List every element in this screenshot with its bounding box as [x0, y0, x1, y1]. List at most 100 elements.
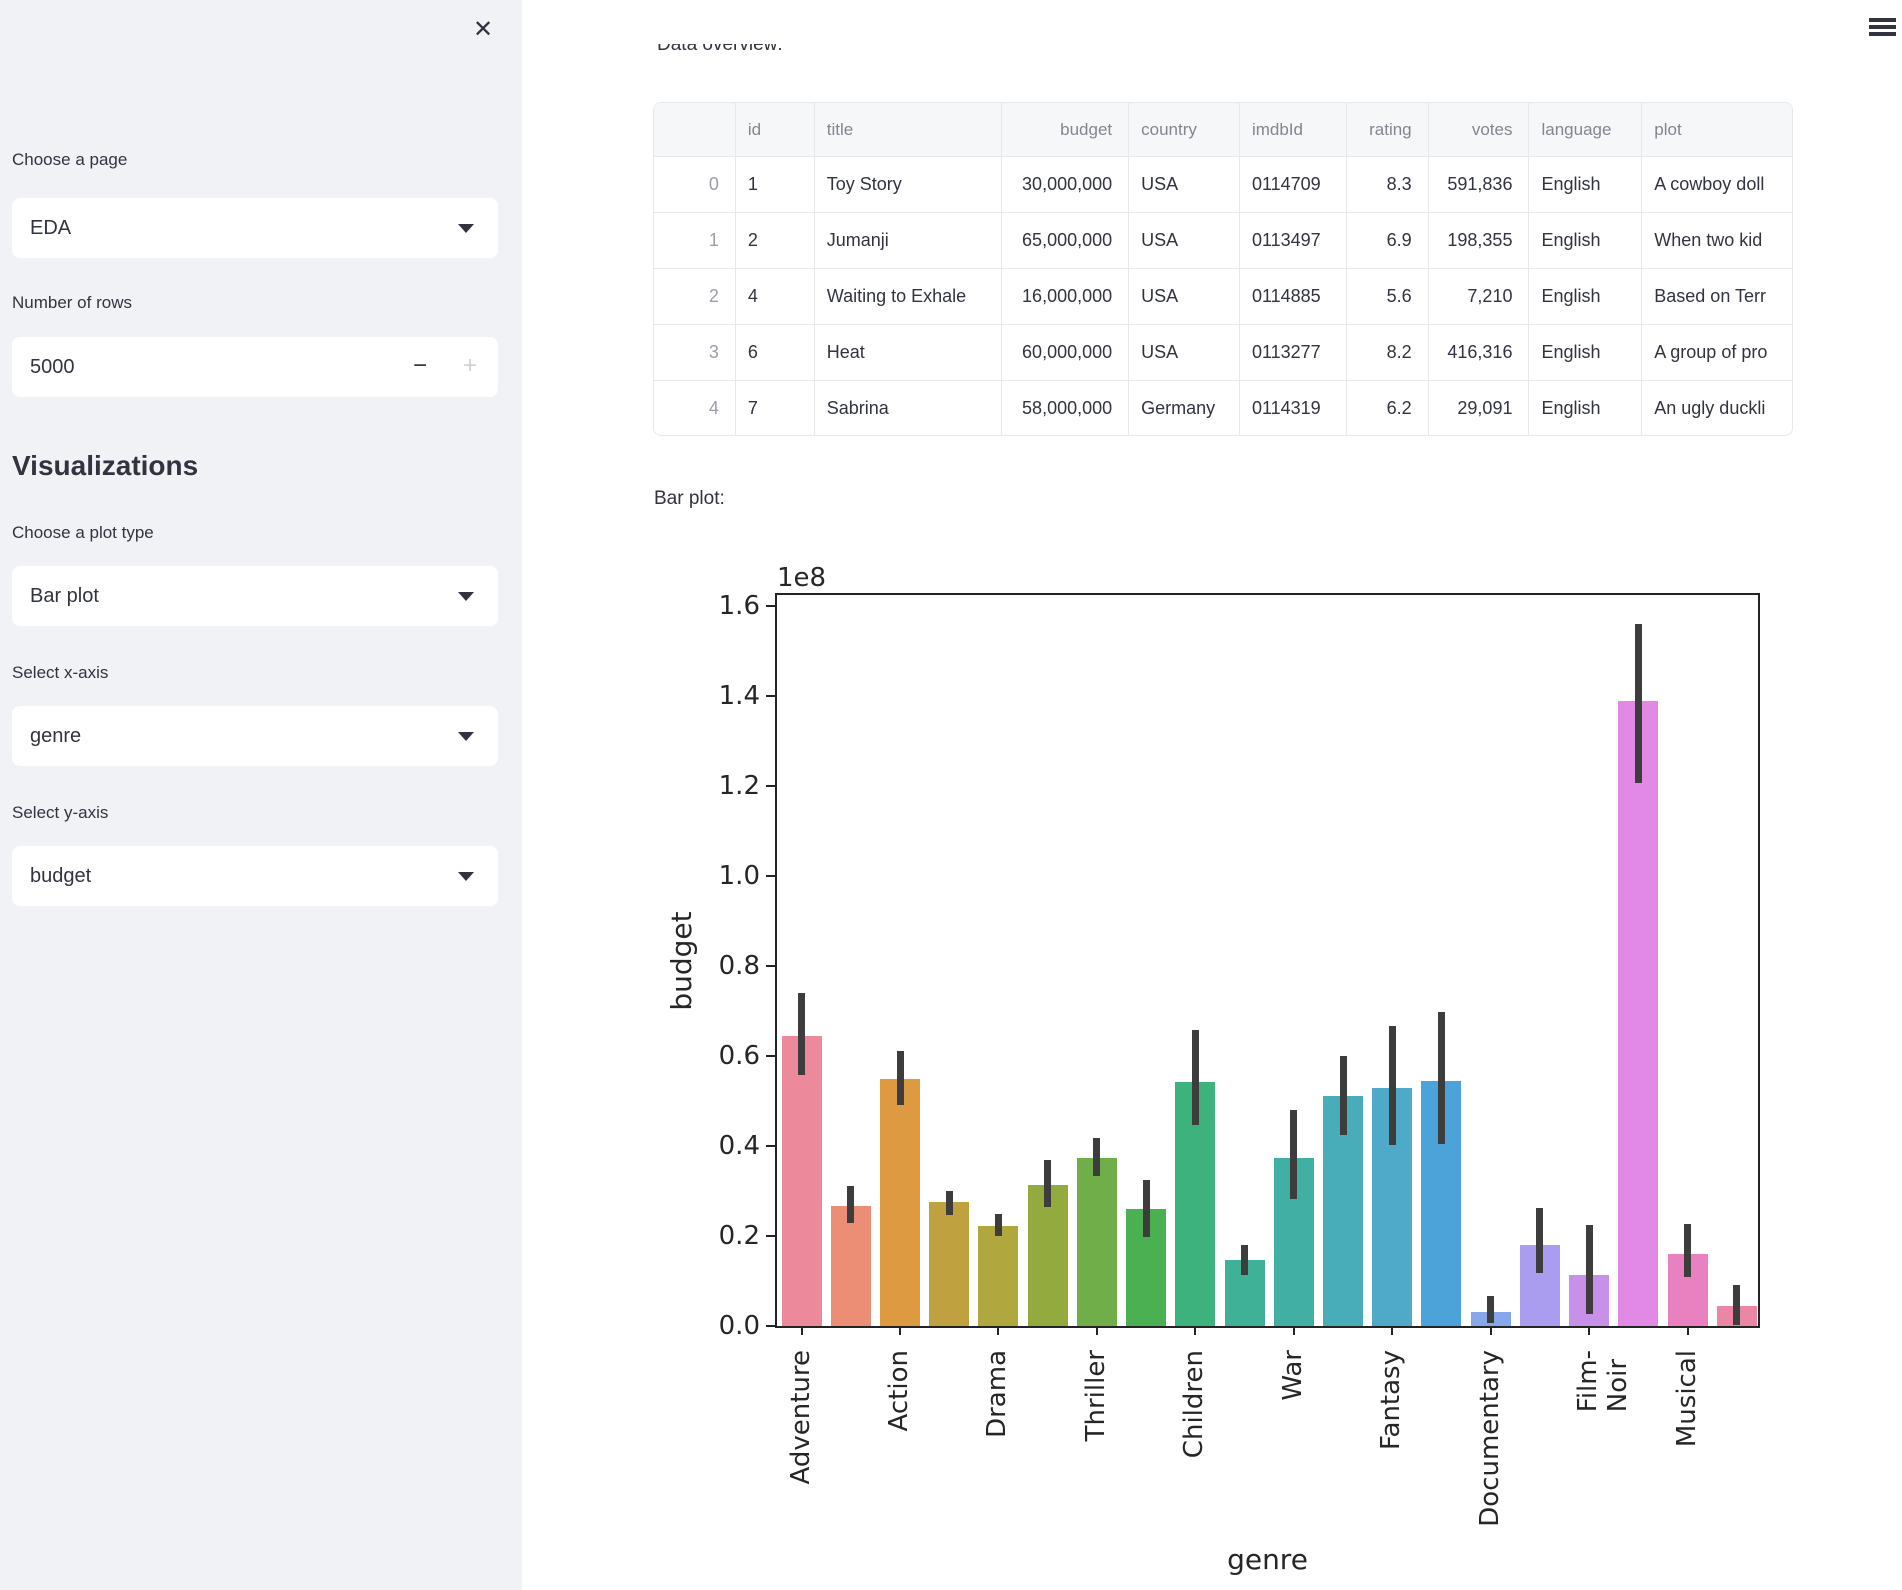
table-cell: 416,316	[1428, 325, 1530, 381]
column-header[interactable]: imdbId	[1239, 103, 1347, 157]
x-tick-label: Musical	[1671, 1350, 1702, 1448]
chevron-down-icon	[458, 224, 474, 233]
error-bar	[896, 1051, 904, 1106]
plot-type-value: Bar plot	[30, 585, 99, 607]
y-tick-label: 1.0	[718, 861, 760, 891]
table-header-row: id title budget country imdbId rating votes lan…	[654, 103, 1792, 157]
xaxis-value: genre	[30, 725, 82, 747]
y-tick-mark	[766, 1055, 775, 1057]
y-tick-label: 1.2	[718, 771, 760, 801]
x-tick-label: Documentary	[1474, 1350, 1505, 1527]
table-cell: 591,836	[1428, 157, 1530, 213]
bar-genre-17	[1618, 700, 1659, 1326]
column-header[interactable]: id	[735, 103, 815, 157]
table-cell: 0114885	[1239, 269, 1347, 325]
y-tick-label: 0.4	[718, 1131, 760, 1161]
dataframe: id title budget country imdbId rating votes lan…	[653, 102, 1793, 436]
table-cell: When two kid	[1642, 213, 1792, 269]
column-header[interactable]: language	[1529, 103, 1643, 157]
table-cell: 16,000,000	[1002, 269, 1130, 325]
error-bar	[1388, 1025, 1396, 1145]
column-header[interactable]: budget	[1002, 103, 1130, 157]
table-cell: USA	[1129, 213, 1240, 269]
table-cell: 0113277	[1239, 325, 1347, 381]
x-tick-mark	[800, 1326, 803, 1335]
table-cell: 8.3	[1346, 157, 1429, 213]
x-tick-mark	[1194, 1326, 1197, 1335]
column-header[interactable]	[654, 103, 736, 157]
error-bar	[847, 1186, 855, 1223]
table-cell: 0113497	[1239, 213, 1347, 269]
increment-button[interactable]: +	[450, 337, 490, 397]
table-cell: 2	[654, 269, 736, 325]
x-tick-label: Fantasy	[1376, 1350, 1407, 1451]
y-tick-mark	[766, 1235, 775, 1237]
column-header[interactable]: title	[814, 103, 1003, 157]
column-header[interactable]: country	[1129, 103, 1240, 157]
error-bar	[1191, 1029, 1199, 1126]
yaxis-select[interactable]: budget	[12, 846, 498, 906]
table-cell: 0114319	[1240, 381, 1347, 435]
y-tick-label: 0.2	[718, 1221, 760, 1251]
error-bar	[1142, 1179, 1150, 1237]
bar-Action	[880, 1078, 921, 1326]
y-tick-label: 0.8	[718, 951, 760, 981]
x-tick-mark	[1391, 1326, 1394, 1335]
menu-icon	[1869, 18, 1896, 22]
table-cell: Heat	[814, 325, 1003, 381]
error-bar	[1684, 1223, 1692, 1278]
table-cell: English	[1529, 269, 1643, 325]
y-tick-mark	[766, 605, 775, 607]
table-cell: A cowboy doll	[1642, 157, 1792, 213]
plot-type-select-label: Choose a plot type	[12, 523, 154, 542]
bar-Adventure	[781, 1035, 822, 1326]
column-header[interactable]: plot	[1642, 103, 1792, 157]
x-tick-mark	[1686, 1326, 1689, 1335]
sidebar: ✕ Choose a page EDA Number of rows 5000 …	[0, 0, 522, 1590]
x-tick-label: Action	[884, 1350, 915, 1432]
table-row: 4 7 Sabrina 58,000,000 Germany 0114319 6.2 29,0…	[654, 381, 1792, 435]
chevron-down-icon	[458, 732, 474, 741]
chart-axes: 1e8 budget genre Adventure Action Drama Thr…	[665, 563, 1760, 1576]
table-cell: USA	[1129, 325, 1240, 381]
error-bar	[1339, 1056, 1347, 1135]
x-tick-label: Adventure	[785, 1350, 816, 1485]
y-tick-mark	[766, 1145, 775, 1147]
table-body: 0 1 Toy Story 30,000,000 USA 0114709 8.3 591,83…	[654, 157, 1792, 435]
table-cell: Sabrina	[815, 381, 1003, 435]
table-cell: 4	[735, 269, 815, 325]
table-cell: 0114709	[1239, 157, 1347, 213]
decrement-button[interactable]: −	[400, 337, 440, 397]
x-tick-mark	[1095, 1326, 1098, 1335]
sidebar-close-button[interactable]: ✕	[462, 8, 504, 50]
table-cell: English	[1529, 157, 1643, 213]
x-tick-label: War	[1277, 1350, 1308, 1401]
table-cell: 7	[736, 381, 815, 435]
y-tick-mark	[766, 785, 775, 787]
xaxis-select[interactable]: genre	[12, 706, 498, 766]
bar-genre-1	[830, 1205, 871, 1326]
rows-input-value: 5000	[30, 356, 75, 378]
rows-number-input[interactable]: 5000 − +	[12, 337, 498, 397]
visualizations-heading: Visualizations	[12, 450, 199, 481]
x-tick-label: Children	[1179, 1350, 1210, 1459]
table-cell: 6	[735, 325, 815, 381]
column-header[interactable]: rating	[1346, 103, 1429, 157]
column-header[interactable]: votes	[1428, 103, 1530, 157]
bar-genre-5	[1027, 1185, 1068, 1326]
main-menu-button[interactable]	[1862, 12, 1900, 48]
table-cell: English	[1529, 325, 1643, 381]
yaxis-select-label: Select y-axis	[12, 803, 109, 822]
page-select[interactable]: EDA	[12, 198, 498, 258]
table-row: 1 2 Jumanji 65,000,000 USA 0113497 6.9 198,355 E…	[654, 213, 1792, 269]
table-cell: 7,210	[1428, 269, 1530, 325]
plot-type-select[interactable]: Bar plot	[12, 566, 498, 626]
y-tick-label: 1.4	[718, 681, 760, 711]
error-bar	[1093, 1137, 1101, 1177]
menu-icon	[1869, 25, 1896, 29]
table-cell: Jumanji	[814, 213, 1003, 269]
table-cell: USA	[1129, 157, 1240, 213]
y-tick-mark	[766, 1325, 775, 1327]
error-bar	[1241, 1244, 1249, 1275]
error-bar	[945, 1191, 953, 1215]
